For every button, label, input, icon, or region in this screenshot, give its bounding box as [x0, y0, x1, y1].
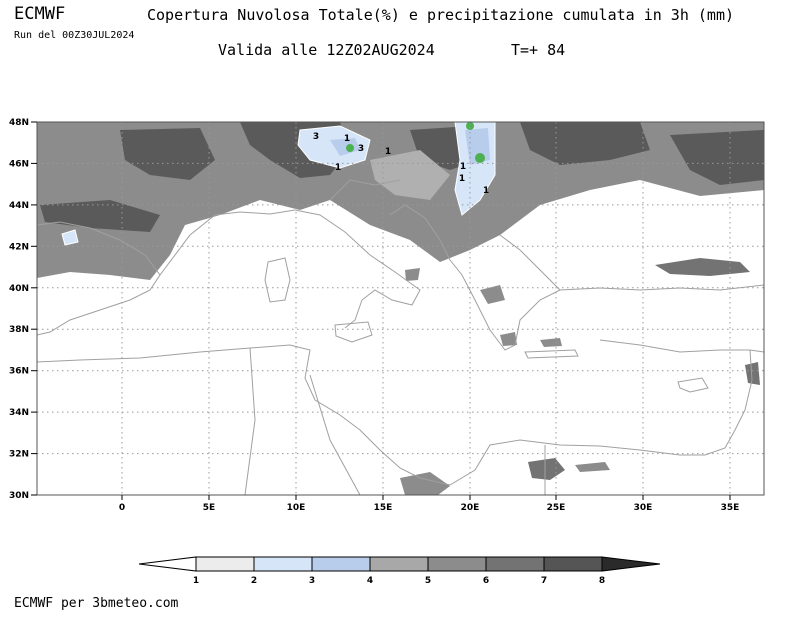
legend-arrow-low [138, 556, 197, 572]
precip-label: 1 [344, 134, 350, 144]
cloud-patch-levant [745, 362, 760, 385]
coastlines [37, 179, 764, 495]
cloud-band-light [370, 150, 450, 200]
legend-swatch [311, 556, 371, 572]
lat-label: 30N [9, 491, 29, 501]
axis-ticks [31, 121, 731, 500]
lat-label: 36N [9, 367, 29, 377]
precip-max-alps [346, 144, 354, 152]
lon-label: 0 [119, 503, 125, 513]
forecast-step: T=+ 84 [511, 41, 566, 59]
weather-map: 48N 46N 44N 42N 40N 38N 36N 34N 32N 30N … [9, 118, 765, 586]
coast-crete [524, 349, 579, 359]
precip-area-iberia [61, 229, 79, 246]
credit-footer: ECMWF per 3bmeteo.com [14, 596, 179, 611]
lat-label: 46N [9, 159, 29, 169]
lat-label: 32N [9, 450, 29, 460]
coast-italy [294, 209, 421, 329]
legend-label: 6 [483, 576, 489, 586]
precip-labels: 3 1 3 1 1 1 1 1 [313, 132, 489, 196]
legend-label: 7 [541, 576, 547, 586]
legend-swatch [369, 556, 429, 572]
legend-swatch [543, 556, 603, 572]
lat-label: 38N [9, 325, 29, 335]
precip-area-alps [297, 125, 371, 169]
run-label: Run del 00Z30JUL2024 [14, 30, 135, 41]
border-africa-1 [244, 347, 256, 495]
cloud-cover-layer [37, 122, 764, 495]
cloud-patch-egypt [528, 458, 565, 480]
lat-label: 42N [9, 242, 29, 252]
cloud-patch-balkans [405, 268, 420, 281]
graticule [37, 121, 764, 495]
lat-label: 44N [9, 201, 29, 211]
precip-max-balkans-2 [475, 153, 485, 163]
lon-label: 35E [721, 503, 740, 513]
lat-label: 34N [9, 408, 29, 418]
coast-turkey-south [599, 339, 764, 353]
precip-label: 1 [385, 147, 391, 157]
cloud-patch-ionian [500, 332, 517, 346]
precip-label: 1 [483, 186, 489, 196]
legend-labels: 1 2 3 4 5 6 7 8 [193, 576, 605, 586]
precip-label: 1 [460, 162, 466, 172]
coast-sicily [334, 321, 373, 343]
legend-label: 3 [309, 576, 315, 586]
cloud-patch-egypt-2 [575, 462, 610, 472]
model-name: ECMWF [14, 4, 66, 24]
lon-label: 30E [634, 503, 653, 513]
lon-label: 25E [547, 503, 566, 513]
coast-africa [37, 344, 705, 486]
precip-area-alps-core [330, 138, 360, 156]
legend-label: 5 [425, 576, 431, 586]
lon-label: 20E [461, 503, 480, 513]
coast-balkans [449, 259, 764, 351]
cloud-patch-libya [400, 472, 450, 495]
legend-colorbar [138, 556, 661, 572]
cloud-patch-aegean [480, 285, 505, 304]
map-frame [36, 121, 765, 496]
coast-europe-west [37, 221, 161, 336]
lat-label: 40N [9, 284, 29, 294]
coast-levant [704, 349, 753, 456]
cloud-band-dark-4 [670, 130, 764, 185]
cloud-patch-turkey [655, 258, 750, 276]
precip-max-balkans-1 [466, 122, 474, 130]
legend-swatch [485, 556, 545, 572]
border-europe-1 [329, 179, 401, 201]
legend-arrow-high [601, 556, 661, 572]
precip-label: 1 [459, 174, 465, 184]
coast-sardinia [264, 257, 291, 303]
border-africa-2 [309, 374, 361, 495]
coast-cyprus [677, 377, 709, 393]
cloud-band-dark-3 [520, 122, 650, 165]
valid-time: Valida alle 12Z02AUG2024 [218, 41, 435, 59]
precip-label: 3 [358, 144, 364, 154]
lon-label: 10E [287, 503, 306, 513]
legend-label: 4 [367, 576, 373, 586]
precip-label: 3 [313, 132, 319, 142]
lat-labels: 48N 46N 44N 42N 40N 38N 36N 34N 32N 30N [9, 118, 29, 501]
chart-title: Copertura Nuvolosa Totale(%) e precipita… [147, 6, 734, 24]
legend-label: 2 [251, 576, 257, 586]
lon-labels: 0 5E 10E 15E 20E 25E 30E 35E [119, 503, 739, 513]
legend-label: 8 [599, 576, 605, 586]
lon-label: 15E [374, 503, 393, 513]
legend-swatch [253, 556, 313, 572]
cloud-band-dark-2 [120, 128, 215, 180]
precip-label: 1 [335, 163, 341, 173]
lat-label: 48N [9, 118, 29, 128]
lon-label: 5E [203, 503, 215, 513]
cloud-patch-crete [540, 338, 562, 347]
border-europe-2 [499, 234, 561, 291]
legend-label: 1 [193, 576, 199, 586]
legend-swatch [427, 556, 487, 572]
coast-france [159, 209, 296, 276]
legend-swatch [195, 556, 255, 572]
